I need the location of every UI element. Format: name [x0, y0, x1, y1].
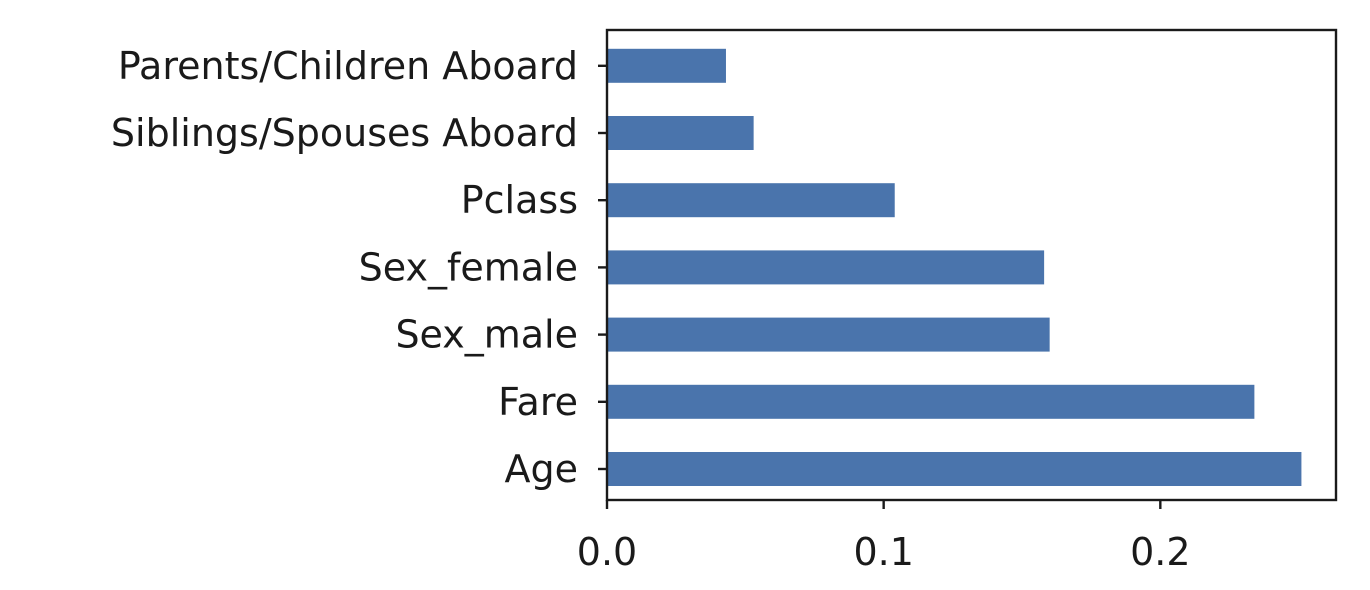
bar-fare [607, 384, 1255, 419]
bar-sex-female [607, 250, 1045, 285]
x-tick-label: 0.1 [853, 530, 913, 574]
bar-sex-male [607, 317, 1050, 352]
bar-parents-children-aboard [607, 48, 726, 83]
bars-group [607, 48, 1302, 486]
y-tick-label: Parents/Children Aboard [118, 44, 578, 88]
y-tick-label: Age [505, 447, 579, 491]
x-tick-label: 0.2 [1130, 530, 1190, 574]
x-axis-ticks: 0.0 0.1 0.2 [577, 500, 1191, 574]
bar-pclass [607, 183, 895, 218]
y-tick-label: Sex_male [395, 313, 578, 357]
y-axis-ticks: Age Fare Sex_male Sex_female Pclass Siblings/… [111, 44, 607, 491]
bar-age [607, 452, 1302, 486]
y-tick-label: Pclass [461, 178, 578, 222]
bar-siblings-spouses-aboard [607, 116, 754, 150]
y-tick-label: Siblings/Spouses Aboard [111, 111, 578, 155]
y-tick-label: Sex_female [359, 245, 578, 289]
plot-area-frame [605, 28, 1338, 502]
y-tick-label: Fare [498, 380, 578, 424]
x-tick-label: 0.0 [577, 530, 637, 574]
